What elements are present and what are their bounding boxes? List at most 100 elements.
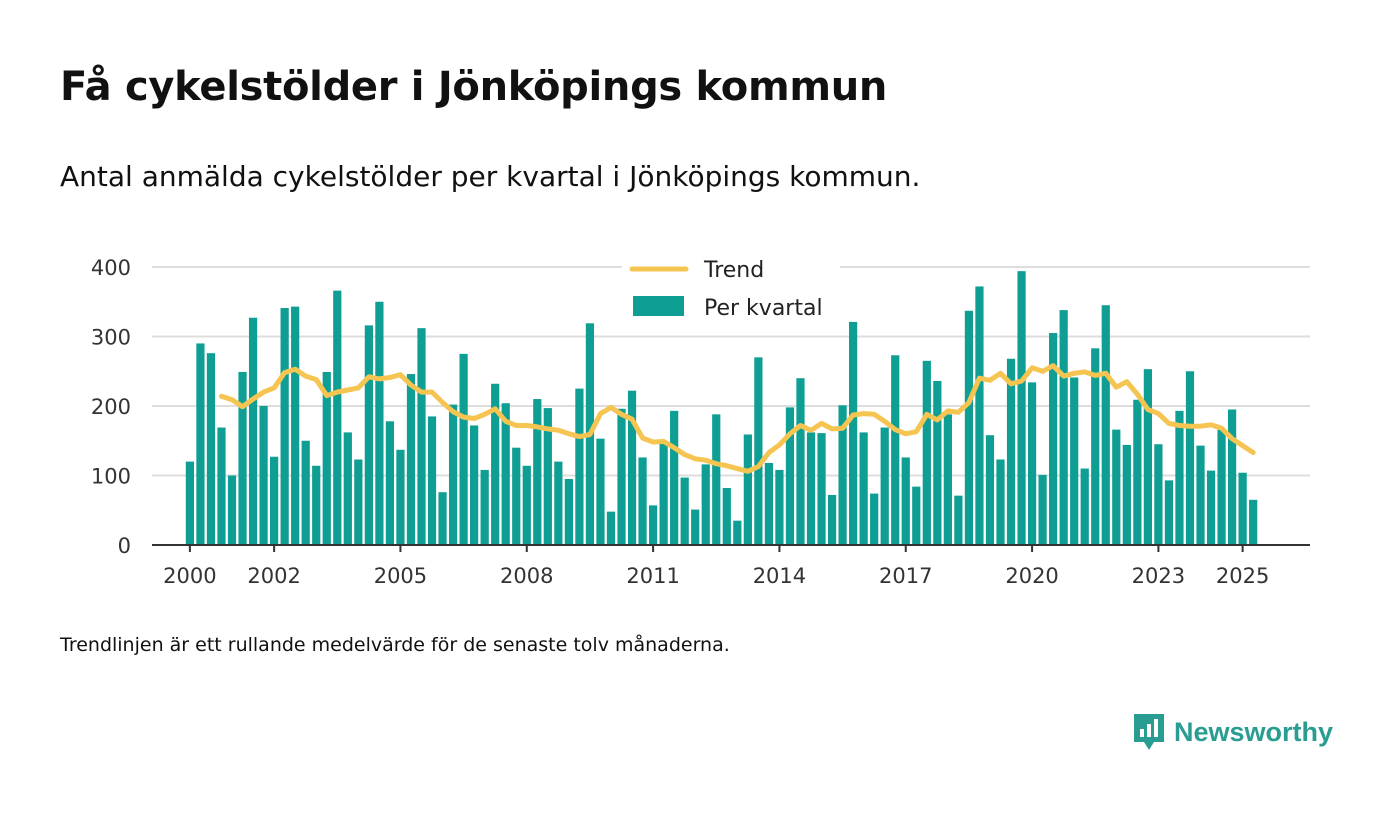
bar (659, 442, 668, 545)
bar (1038, 474, 1047, 545)
bar (501, 403, 510, 545)
bar (627, 390, 637, 545)
bar (870, 493, 879, 545)
bar (206, 353, 216, 545)
bar (964, 310, 974, 545)
bar (1206, 470, 1216, 545)
bar (322, 371, 331, 545)
bar (196, 343, 205, 545)
bar (1217, 429, 1226, 545)
bar (985, 435, 995, 545)
bar (1154, 444, 1163, 545)
x-tick-label: 2020 (1005, 564, 1058, 588)
bar (733, 520, 742, 545)
bar (680, 477, 689, 545)
y-tick-label: 0 (118, 534, 131, 558)
bar (1027, 382, 1037, 545)
bar (785, 407, 795, 545)
y-tick-label: 100 (91, 465, 131, 489)
x-tick-label: 2017 (879, 564, 932, 588)
bar (933, 380, 942, 545)
bar (1049, 333, 1058, 545)
bar (596, 438, 605, 545)
bar (849, 321, 858, 545)
brand-name: Newsworthy (1174, 716, 1334, 747)
bar (1196, 445, 1205, 545)
bar (512, 447, 521, 545)
bar (1185, 371, 1195, 545)
bars-layer (185, 271, 1258, 545)
bar (301, 440, 310, 545)
bar (648, 505, 658, 545)
bar (543, 408, 552, 545)
legend-bar-swatch (633, 296, 684, 316)
trend-layer (219, 363, 1256, 474)
bar (364, 325, 373, 545)
bar (1017, 271, 1026, 545)
bar (375, 301, 384, 545)
bar (1175, 410, 1184, 545)
bar (564, 478, 573, 545)
bar (291, 306, 300, 545)
bar (954, 495, 963, 545)
bar (396, 449, 405, 545)
bar (775, 469, 784, 545)
bar (354, 459, 363, 545)
x-tick-label: 2023 (1132, 564, 1185, 588)
bar (217, 427, 226, 545)
y-tick-label: 200 (91, 395, 131, 419)
bar (1122, 444, 1131, 545)
bar (891, 355, 900, 545)
bar (838, 405, 847, 545)
x-tick-label: 2008 (500, 564, 553, 588)
bar (427, 416, 437, 545)
bar (638, 457, 647, 545)
bar (1091, 348, 1100, 545)
bar (617, 408, 626, 545)
x-tick-label: 2025 (1216, 564, 1269, 588)
chart-title: Få cykelstölder i Jönköpings kommun (60, 64, 888, 110)
bar (470, 425, 479, 545)
bar (1227, 409, 1237, 545)
bar (1059, 310, 1068, 545)
bar (922, 360, 931, 545)
bar (975, 286, 984, 545)
bar (701, 464, 710, 545)
bar (1249, 499, 1258, 545)
x-tick-label: 2002 (247, 564, 300, 588)
bar (912, 486, 921, 545)
bar (238, 371, 247, 545)
bar (312, 465, 321, 545)
legend-background (622, 252, 840, 330)
bar (491, 383, 500, 545)
bar (575, 388, 584, 545)
bar (722, 488, 731, 545)
chart-subtitle: Antal anmälda cykelstölder per kvartal i… (60, 160, 921, 193)
x-tick-label: 2011 (626, 564, 679, 588)
bar (712, 414, 721, 545)
x-tick-label: 2014 (753, 564, 806, 588)
brand: Newsworthy (1132, 712, 1333, 752)
bar (817, 433, 826, 545)
bar (1070, 377, 1079, 545)
bar (259, 406, 268, 545)
bar (806, 432, 816, 545)
bar (1164, 480, 1174, 545)
bar (270, 456, 279, 545)
bar (459, 353, 468, 545)
newsworthy-logo-icon (1134, 714, 1164, 750)
x-tick-label: 2005 (374, 564, 427, 588)
legend-trend-label: Trend (703, 258, 764, 283)
bar (859, 432, 868, 545)
bar (827, 494, 837, 545)
bar (796, 378, 805, 545)
bar (754, 357, 763, 545)
bar (1006, 358, 1016, 545)
bar (438, 492, 447, 545)
y-tick-label: 400 (91, 256, 131, 280)
bar (691, 509, 700, 545)
legend-bar-label: Per kvartal (704, 296, 823, 321)
bar (522, 465, 531, 545)
bar (1238, 472, 1247, 545)
